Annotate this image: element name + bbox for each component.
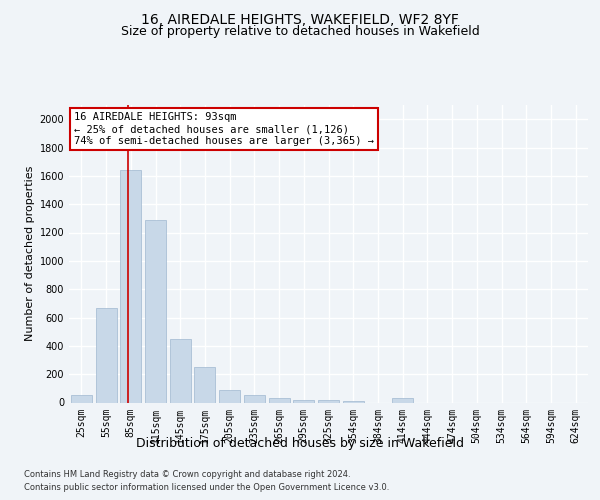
Bar — [120, 170, 141, 402]
Bar — [318, 400, 339, 402]
Bar — [343, 401, 364, 402]
Text: Contains public sector information licensed under the Open Government Licence v3: Contains public sector information licen… — [24, 484, 389, 492]
Text: 16 AIREDALE HEIGHTS: 93sqm
← 25% of detached houses are smaller (1,126)
74% of s: 16 AIREDALE HEIGHTS: 93sqm ← 25% of deta… — [74, 112, 374, 146]
Bar — [269, 398, 290, 402]
Bar — [244, 396, 265, 402]
Bar — [219, 390, 240, 402]
Bar — [293, 400, 314, 402]
Text: Contains HM Land Registry data © Crown copyright and database right 2024.: Contains HM Land Registry data © Crown c… — [24, 470, 350, 479]
Bar — [392, 398, 413, 402]
Bar — [194, 367, 215, 402]
Bar — [145, 220, 166, 402]
Text: Size of property relative to detached houses in Wakefield: Size of property relative to detached ho… — [121, 25, 479, 38]
Text: 16, AIREDALE HEIGHTS, WAKEFIELD, WF2 8YF: 16, AIREDALE HEIGHTS, WAKEFIELD, WF2 8YF — [141, 12, 459, 26]
Y-axis label: Number of detached properties: Number of detached properties — [25, 166, 35, 342]
Bar — [170, 339, 191, 402]
Text: Distribution of detached houses by size in Wakefield: Distribution of detached houses by size … — [136, 438, 464, 450]
Bar — [95, 308, 116, 402]
Bar — [71, 394, 92, 402]
